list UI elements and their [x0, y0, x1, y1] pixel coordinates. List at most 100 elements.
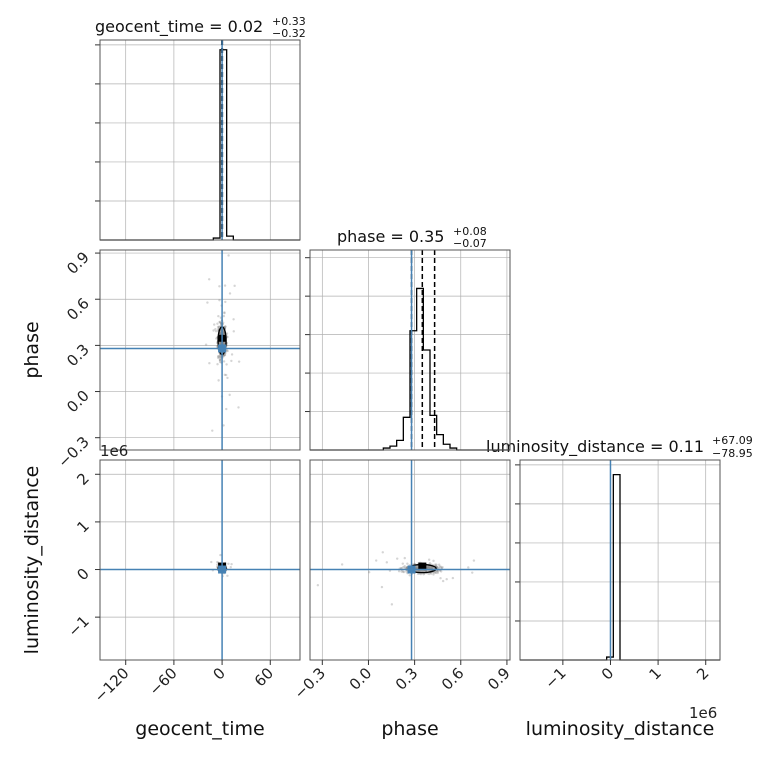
svg-text:+0.33: +0.33	[272, 15, 306, 28]
sample-point	[415, 566, 418, 569]
x-tick-label: 0.9	[484, 664, 514, 694]
panel-frame	[309, 459, 511, 661]
x-ticks-geocent-time: −120 −60 0 60	[91, 660, 277, 706]
x-tick-label: −120	[91, 664, 133, 706]
sample-point	[437, 566, 441, 570]
sample-point	[219, 321, 222, 325]
panel-frame	[99, 459, 301, 661]
sample-point	[426, 566, 429, 569]
sample-point	[216, 356, 220, 360]
sample-point	[211, 429, 214, 432]
x-tick-label: 0	[598, 664, 617, 683]
sample-point	[427, 565, 431, 568]
sample-point	[218, 341, 221, 345]
sample-point	[218, 325, 221, 328]
sample-point	[224, 373, 228, 377]
sample-point	[225, 332, 229, 335]
sample-point	[367, 571, 371, 574]
sample-point	[381, 551, 384, 554]
sample-point	[218, 285, 221, 288]
sample-point	[216, 322, 219, 325]
sample-point	[218, 320, 221, 324]
truth-marker	[218, 565, 227, 574]
sample-point	[467, 566, 470, 569]
sample-point	[218, 342, 222, 346]
sample-point	[225, 349, 228, 352]
sample-point	[216, 560, 219, 564]
svg-text:phase = 0.35: phase = 0.35	[337, 227, 444, 246]
sample-point	[397, 570, 401, 573]
sample-point	[316, 584, 320, 587]
panel-frame	[99, 249, 301, 451]
sample-point	[225, 363, 228, 366]
sample-point	[416, 566, 419, 570]
sample-point	[385, 561, 389, 564]
sample-point	[219, 332, 222, 335]
hist-step	[310, 287, 510, 451]
sample-point	[222, 314, 226, 318]
scatter-luminosity-distance-vs-phase	[309, 459, 511, 661]
y-tick-label: 0.0	[63, 387, 93, 417]
x-tick-label: −60	[146, 664, 181, 699]
sample-point	[226, 349, 229, 353]
sample-point	[219, 553, 222, 557]
sample-point	[416, 572, 420, 576]
sample-point	[437, 563, 441, 566]
sample-point	[405, 570, 408, 573]
x-tick-label: 0.6	[438, 664, 468, 694]
hist-step	[520, 473, 720, 661]
svg-text:−0.07: −0.07	[453, 237, 487, 250]
x-ticks-phase: −0.3 0.0 0.3 0.6 0.9	[291, 660, 514, 703]
sample-point	[214, 330, 218, 333]
y-ticks-phase: −0.3 0.0 0.3 0.6 0.9	[54, 248, 100, 471]
sample-point	[403, 564, 406, 568]
sample-point	[408, 574, 411, 577]
sample-point	[223, 311, 226, 314]
sample-point	[206, 301, 209, 304]
sample-point	[432, 571, 435, 574]
sample-point	[218, 359, 222, 362]
sample-point	[422, 569, 425, 573]
y-tick-label: 0.6	[63, 294, 93, 324]
y-tick-label: 0	[73, 565, 92, 584]
sample-point	[230, 353, 234, 356]
sample-point	[218, 321, 222, 324]
sample-point	[375, 559, 378, 562]
sample-point	[426, 566, 430, 569]
y-offset-1e6: 1e6	[100, 442, 128, 460]
sample-point	[429, 566, 433, 569]
sample-point	[219, 341, 222, 344]
sample-point	[396, 557, 399, 560]
sample-point	[219, 332, 222, 335]
sample-point	[436, 571, 439, 575]
sample-point	[223, 353, 227, 357]
sample-point	[223, 311, 226, 315]
sample-point	[230, 562, 233, 566]
sample-point	[212, 329, 215, 332]
y-ticks-luminosity-distance: −1 0 1 2	[64, 469, 100, 641]
sample-point	[224, 325, 227, 328]
sample-point	[427, 565, 430, 568]
sample-point	[219, 332, 222, 335]
sample-point	[218, 360, 222, 364]
sample-point	[445, 577, 448, 581]
sample-point	[390, 603, 394, 606]
sample-point	[434, 571, 438, 575]
x-tick-label: 0	[209, 664, 228, 683]
sample-point	[222, 354, 226, 358]
sample-point	[426, 566, 429, 569]
sample-point	[217, 314, 220, 318]
truth-marker	[218, 344, 227, 353]
x-tick-label: 0.0	[346, 664, 376, 694]
sample-point	[226, 335, 229, 339]
sample-point	[228, 393, 231, 397]
xlabel-phase: phase	[381, 718, 438, 740]
sample-point	[217, 355, 220, 358]
sample-point	[218, 354, 222, 358]
sample-point	[237, 406, 240, 409]
panel-frame	[309, 249, 511, 451]
sample-point	[440, 566, 443, 570]
sample-point	[222, 360, 226, 363]
hist-luminosity-distance	[515, 459, 721, 661]
